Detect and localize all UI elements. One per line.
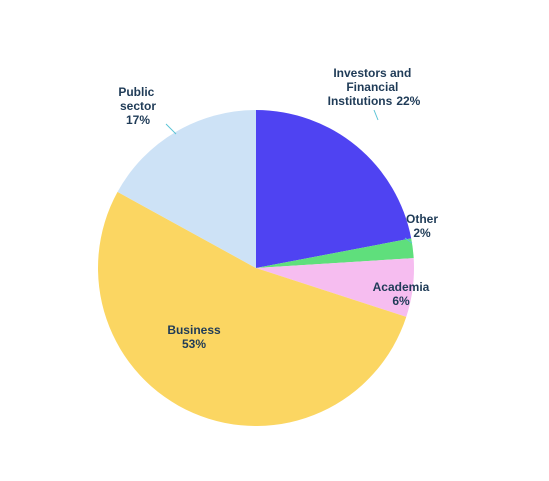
- value-label: 2%: [413, 226, 431, 240]
- value-label: 53%: [182, 337, 206, 351]
- leader-line: [404, 237, 413, 244]
- leader-line: [373, 109, 379, 121]
- pie-slice: [117, 110, 256, 268]
- pie-slice: [98, 191, 407, 426]
- slice-label: Academia: [373, 280, 430, 294]
- value-label: 17%: [126, 113, 150, 127]
- pie-slice: [256, 258, 414, 317]
- pie-slice: [256, 238, 414, 268]
- value-label: 22%: [396, 94, 420, 108]
- slice-label: Public sector: [118, 85, 157, 113]
- value-label: 6%: [392, 294, 410, 308]
- slice-label: Business: [167, 323, 221, 337]
- slice-label: Other: [406, 212, 438, 226]
- slice-label: Investors and Financial Institutions: [328, 66, 415, 108]
- pie-slice: [256, 110, 412, 268]
- leader-line: [165, 123, 177, 135]
